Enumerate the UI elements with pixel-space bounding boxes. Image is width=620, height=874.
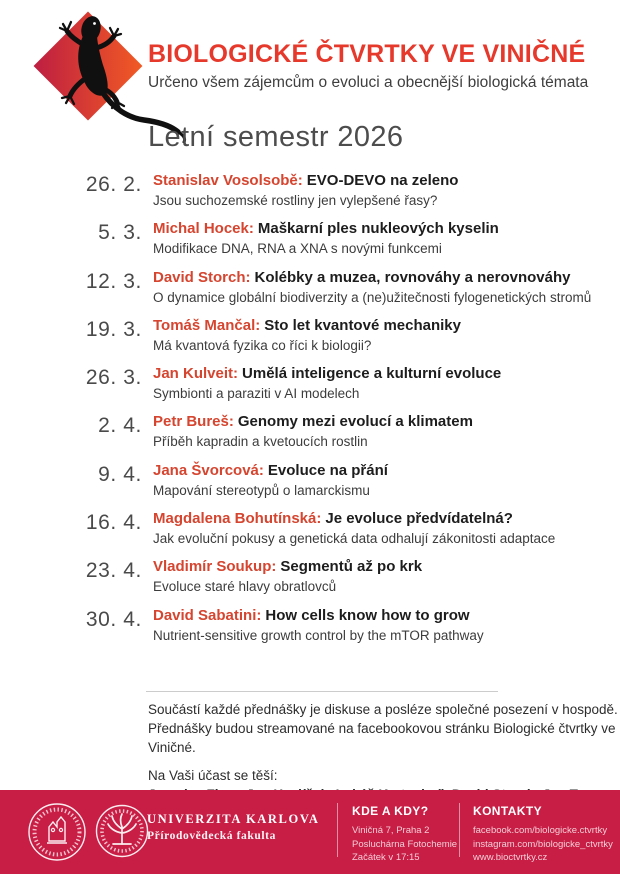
talk-title: Kolébky a muzea, rovnováhy a nerovnováhy: [254, 268, 571, 286]
footer-divider: [459, 803, 460, 857]
schedule-entry: 30. 4. David Sabatini: How cells know how…: [0, 607, 620, 655]
semester-heading: Letní semestr 2026: [148, 121, 404, 153]
talk-title: Sto let kvantové mechaniky: [264, 316, 461, 334]
entry-date: 19. 3.: [85, 317, 142, 341]
schedule-entry: 16. 4. Magdalena Bohutínská: Je evoluce p…: [0, 510, 620, 558]
schedule-entry: 19. 3. Tomáš Mančal: Sto let kvantové mec…: [0, 317, 620, 365]
entry-date: 26. 2.: [85, 173, 142, 196]
entry-date: 26. 3.: [85, 366, 142, 390]
entry-body: David Storch: Kolébky a muzea, rovnováhy …: [153, 269, 591, 317]
speaker-name: Tomáš Mančal:: [153, 316, 261, 334]
talk-description: Modifikace DNA, RNA a XNA s novými funkc…: [153, 241, 442, 257]
lecture-schedule: 26. 2. Stanislav Vosolsobě: EVO-DEVO na z…: [0, 172, 620, 655]
talk-description: Jak evoluční pokusy a genetická data odh…: [153, 531, 556, 547]
entry-body: Michal Hocek: Maškarní ples nukleových ky…: [153, 220, 499, 268]
university-seals: [22, 799, 152, 870]
where-line: Začátek v 17:15: [352, 852, 420, 863]
talk-description: Má kvantová fyzika co říci k biologii?: [153, 337, 372, 353]
where-line: Viničná 7, Praha 2: [352, 825, 430, 836]
where-title: KDE A KDY?: [352, 804, 429, 818]
speaker-name: Jana Švorcová:: [153, 461, 264, 479]
speaker-name: Jan Kulveit:: [153, 365, 239, 383]
note-line: Součástí každé přednášky je diskuse a po…: [148, 702, 618, 717]
schedule-entry: 2. 4. Petr Bureš: Genomy mezi evolucí a k…: [0, 413, 620, 461]
entry-date: 30. 4.: [85, 607, 142, 631]
speaker-name: Magdalena Bohutínská:: [153, 510, 322, 528]
talk-description: O dynamice globální biodiverzity a (ne)u…: [153, 289, 592, 305]
note-line: Přednášky budou streamované na facebooko…: [148, 721, 616, 755]
entry-date: 9. 4.: [98, 462, 142, 486]
where-block: KDE A KDY? Viničná 7, Praha 2 Posluchárn…: [352, 804, 457, 865]
talk-title: Segmentů až po krk: [280, 558, 423, 576]
talk-title: How cells know how to grow: [265, 606, 470, 624]
talk-description: Evoluce staré hlavy obratlovců: [153, 579, 337, 595]
footer-divider: [337, 803, 338, 857]
talk-title: EVO-DEVO na zeleno: [306, 172, 459, 189]
speaker-name: David Sabatini:: [153, 606, 262, 624]
schedule-entry: 5. 3. Michal Hocek: Maškarní ples nukleov…: [0, 220, 620, 268]
charles-university-seal-icon: [28, 803, 86, 861]
speaker-name: Stanislav Vosolsobě:: [153, 172, 303, 189]
schedule-entry: 23. 4. Vladimír Soukup: Segmentů až po kr…: [0, 558, 620, 606]
salamander-diamond-logo-icon: [28, 8, 208, 144]
entry-body: Vladimír Soukup: Segmentů až po krk Evolu…: [153, 558, 422, 606]
schedule-entry: 12. 3. David Storch: Kolébky a muzea, rov…: [0, 269, 620, 317]
notes-divider: [146, 691, 498, 692]
speaker-name: Vladimír Soukup:: [153, 558, 277, 576]
schedule-entry: 9. 4. Jana Švorcová: Evoluce na přání Map…: [0, 462, 620, 510]
contact-instagram: instagram.com/biologicke_ctvrtky: [473, 838, 613, 850]
entry-body: Tomáš Mančal: Sto let kvantové mechaniky …: [153, 317, 461, 365]
page-subtitle: Určeno všem zájemcům o evoluci a obecněj…: [148, 74, 589, 91]
contacts-title: KONTAKTY: [473, 804, 542, 818]
entry-body: Petr Bureš: Genomy mezi evolucí a klimate…: [153, 413, 473, 461]
faculty-name: Přírodovědecká fakulta: [147, 830, 276, 842]
entry-body: Stanislav Vosolsobě: EVO-DEVO na zeleno J…: [153, 172, 458, 220]
speaker-name: David Storch:: [153, 268, 251, 286]
talk-title: Evoluce na přání: [267, 461, 388, 479]
talk-description: Symbionti a paraziti v AI modelech: [153, 386, 360, 402]
schedule-entry: 26. 3. Jan Kulveit: Umělá inteligence a k…: [0, 365, 620, 413]
entry-body: Jan Kulveit: Umělá inteligence a kulturní…: [153, 365, 501, 413]
schedule-entry: 26. 2. Stanislav Vosolsobě: EVO-DEVO na z…: [0, 172, 620, 220]
entry-body: Jana Švorcová: Evoluce na přání Mapování …: [153, 462, 388, 510]
speaker-name: Petr Bureš:: [153, 413, 234, 431]
footer-bar: UNIVERZITA KARLOVA Přírodovědecká fakult…: [0, 790, 620, 874]
contacts-block: KONTAKTY facebook.com/biologicke.ctvrtky…: [473, 804, 613, 865]
entry-date: 12. 3.: [85, 269, 142, 293]
university-name: UNIVERZITA KARLOVA: [147, 812, 320, 826]
entry-date: 23. 4.: [85, 559, 142, 583]
contact-website: www.bioctvrtky.cz: [473, 852, 548, 863]
page-title: BIOLOGICKÉ ČTVRTKY VE VINIČNÉ: [148, 40, 586, 68]
notes: Součástí každé přednášky je diskuse a po…: [148, 700, 620, 804]
faculty-of-science-seal-icon: [95, 804, 149, 858]
entry-body: Magdalena Bohutínská: Je evoluce předvída…: [153, 510, 555, 558]
talk-title: Je evoluce předvídatelná?: [325, 510, 513, 528]
talk-title: Maškarní ples nukleových kyselin: [257, 220, 499, 238]
talk-description: Mapování stereotypů o lamarckismu: [153, 482, 370, 498]
talk-description: Příběh kapradin a kvetoucích rostlin: [153, 434, 368, 450]
talk-title: Genomy mezi evolucí a klimatem: [237, 413, 473, 431]
where-line: Posluchárna Fotochemie: [352, 838, 458, 850]
entry-date: 2. 4.: [98, 414, 142, 438]
entry-date: 5. 3.: [98, 221, 142, 245]
note-line: Na Vaši účast se těší:: [148, 768, 278, 783]
entry-body: David Sabatini: How cells know how to gro…: [153, 607, 484, 655]
speaker-name: Michal Hocek:: [153, 220, 254, 238]
talk-description: Jsou suchozemské rostliny jen vylepšené …: [153, 193, 438, 208]
contact-facebook: facebook.com/biologicke.ctvrtky: [473, 825, 608, 836]
talk-description: Nutrient-sensitive growth control by the…: [153, 627, 484, 643]
header: BIOLOGICKÉ ČTVRTKY VE VINIČNÉ Určeno vše…: [148, 40, 588, 92]
university-block: UNIVERZITA KARLOVA Přírodovědecká fakult…: [147, 812, 319, 842]
talk-title: Umělá inteligence a kulturní evoluce: [242, 365, 502, 383]
entry-date: 16. 4.: [85, 511, 142, 535]
